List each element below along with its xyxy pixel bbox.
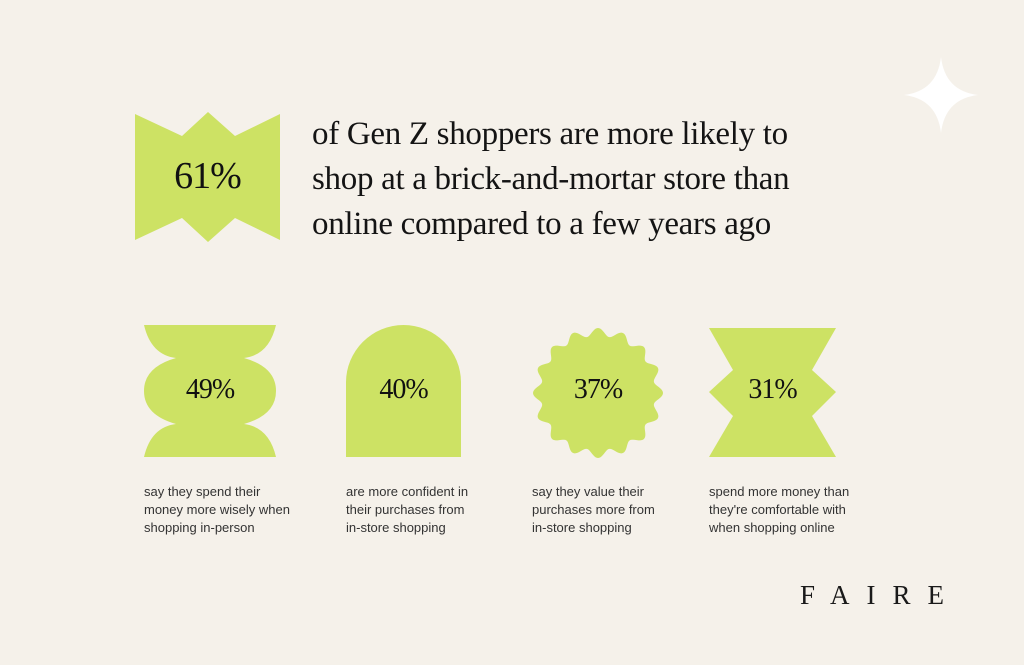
caption-line: purchases more from — [532, 502, 655, 517]
stat-value: 31% — [748, 374, 797, 405]
caption-line: their purchases from — [346, 502, 465, 517]
faire-logo: FAIRE — [800, 580, 962, 610]
stat-caption: say they value their purchases more from… — [532, 483, 707, 537]
caption-line: shopping in-person — [144, 520, 255, 535]
arch-shape — [346, 325, 461, 457]
stat-value: 40% — [379, 374, 428, 405]
scalloped-stack-shape — [144, 325, 276, 457]
caption-line: in-store shopping — [532, 520, 632, 535]
caption-line: are more confident in — [346, 484, 469, 499]
stat-caption: are more confident in their purchases fr… — [346, 483, 521, 537]
headline-line: shop at a brick-and-mortar store than — [312, 161, 790, 197]
zigzag-banner-shape — [135, 112, 280, 242]
headline-text: of Gen Z shoppers are more likely to sho… — [312, 112, 932, 247]
stat-value: 49% — [185, 374, 235, 405]
stat-caption: say they spend their money more wisely w… — [144, 483, 319, 537]
caption-line: they're comfortable with — [709, 502, 846, 517]
stat-caption: spend more money than they're comfortabl… — [709, 483, 884, 537]
caption-line: when shopping online — [709, 520, 835, 535]
caption-line: in-store shopping — [346, 520, 446, 535]
caption-line: say they spend their — [144, 484, 261, 499]
headline-line: online compared to a few years ago — [312, 206, 771, 242]
caption-line: spend more money than — [709, 484, 850, 499]
headline-line: of Gen Z shoppers are more likely to — [312, 116, 788, 152]
caption-line: money more wisely when — [144, 502, 290, 517]
caption-line: say they value their — [532, 484, 645, 499]
wavy-badge-shape — [533, 328, 663, 458]
notched-banner-shape — [709, 328, 836, 457]
sparkle-star-icon — [904, 57, 978, 133]
headline-stat-value: 61% — [174, 155, 242, 197]
stat-value: 37% — [573, 374, 623, 405]
